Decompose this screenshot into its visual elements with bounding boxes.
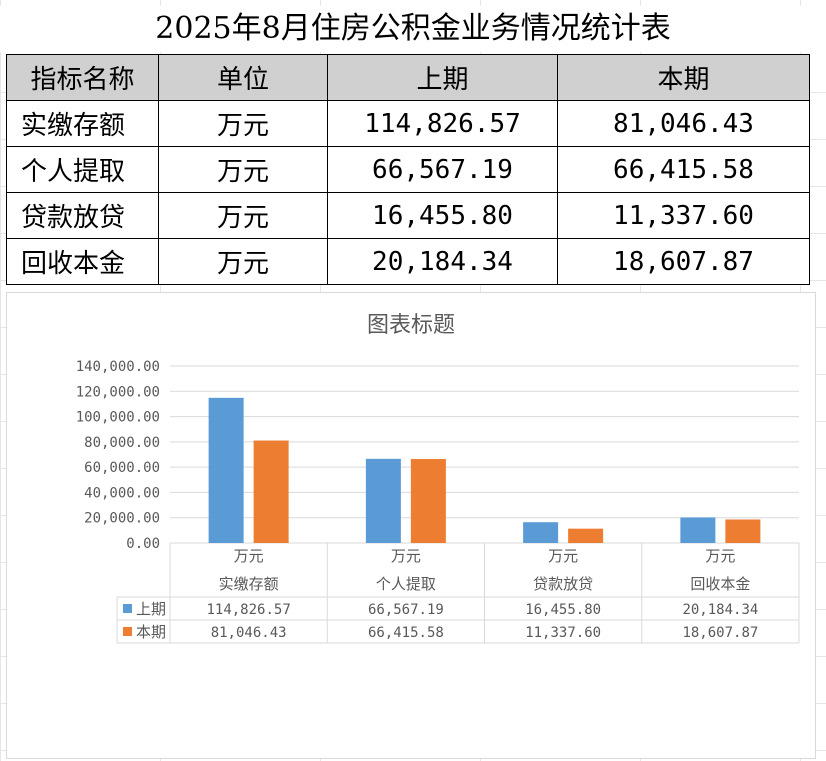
header-previous[interactable]: 上期 [327,54,558,101]
cell-unit[interactable]: 万元 [158,146,328,193]
legend-label: 上期 [136,600,166,618]
bar-previous [523,522,559,543]
data-table-value: 18,607.87 [682,625,758,641]
cell-unit[interactable]: 万元 [158,238,328,285]
cell-name[interactable]: 贷款放贷 [6,192,159,239]
chart-title[interactable]: 图表标题 [366,313,455,338]
report-title: 2025年8月住房公积金业务情况统计表 [0,6,826,52]
cell-previous[interactable]: 114,826.57 [327,100,558,147]
x-unit-label: 万元 [234,547,264,565]
cell-name[interactable]: 个人提取 [6,146,159,193]
table-header-row: 指标名称 单位 上期 本期 [6,54,810,101]
cell-unit[interactable]: 万元 [158,192,328,239]
cell-previous[interactable]: 66,567.19 [327,146,558,193]
legend-label: 本期 [136,623,166,641]
cell-name[interactable]: 回收本金 [6,238,159,285]
header-unit[interactable]: 单位 [158,54,328,101]
data-table-value: 20,184.34 [682,602,758,618]
cell-current[interactable]: 81,046.43 [557,100,810,147]
bar-current [568,528,604,543]
data-table-value: 16,455.80 [525,602,601,618]
data-table-value: 114,826.57 [206,602,290,618]
header-current[interactable]: 本期 [557,54,810,101]
cell-previous[interactable]: 16,455.80 [327,192,558,239]
header-indicator[interactable]: 指标名称 [6,54,159,101]
bar-current [253,440,289,543]
y-tick-label: 140,000.00 [76,359,160,375]
table-row: 个人提取 万元 66,567.19 66,415.58 [6,146,810,193]
table-row: 实缴存额 万元 114,826.57 81,046.43 [6,100,810,147]
y-tick-label: 100,000.00 [76,410,160,426]
statistics-table: 指标名称 单位 上期 本期 实缴存额 万元 114,826.57 81,046.… [6,54,810,285]
table-row: 回收本金 万元 20,184.34 18,607.87 [6,238,810,285]
data-table-value: 81,046.43 [211,625,287,641]
y-tick-label: 0.00 [126,536,160,552]
data-table-value: 66,415.58 [368,625,444,641]
bar-current [410,459,446,543]
bar-chart[interactable]: 0.00 20,000.00 40,000.00 60,000.00 80,000.00… [7,293,815,758]
cell-current[interactable]: 11,337.60 [557,192,810,239]
legend-swatch [123,627,132,636]
cell-name[interactable]: 实缴存额 [6,100,159,147]
x-category-label: 回收本金 [690,575,750,593]
x-category-label: 个人提取 [376,575,436,593]
x-unit-label: 万元 [705,547,735,565]
cell-unit[interactable]: 万元 [158,100,328,147]
x-unit-label: 万元 [548,547,578,565]
legend-swatch [123,604,132,613]
bar-previous [208,397,244,543]
y-tick-label: 120,000.00 [76,384,160,400]
y-tick-label: 60,000.00 [84,460,160,476]
y-tick-label: 40,000.00 [84,485,160,501]
table-row: 贷款放贷 万元 16,455.80 11,337.60 [6,192,810,239]
cell-current[interactable]: 18,607.87 [557,238,810,285]
chart-container[interactable]: 图表标题 0.00 20,000.00 40,000.00 60,000.00 80,0… [6,292,816,759]
x-category-label: 实缴存额 [219,575,279,593]
y-tick-label: 20,000.00 [84,511,160,527]
x-unit-label: 万元 [391,547,421,565]
cell-previous[interactable]: 20,184.34 [327,238,558,285]
bar-previous [365,458,401,543]
x-category-label: 贷款放贷 [533,575,593,593]
data-table-value: 66,567.19 [368,602,444,618]
bar-previous [680,517,716,543]
data-table-value: 11,337.60 [525,625,601,641]
y-tick-label: 80,000.00 [84,435,160,451]
bar-current [725,519,761,543]
cell-current[interactable]: 66,415.58 [557,146,810,193]
